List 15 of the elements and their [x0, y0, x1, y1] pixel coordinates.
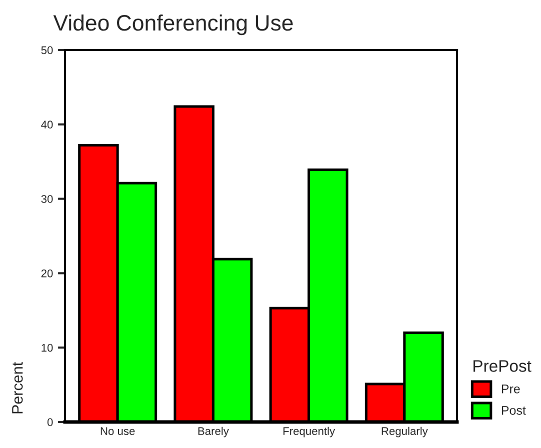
x-tick-label: Barely	[198, 426, 229, 438]
legend-title: PrePost	[474, 360, 532, 372]
legend-label: Pre	[502, 384, 520, 394]
x-tick-label: No use	[100, 427, 135, 436]
y-axis-title: Percent	[12, 362, 23, 414]
y-tick-label: 10	[42, 344, 53, 352]
x-tick-label: Regularly	[382, 426, 428, 438]
y-tick-label: 40	[41, 120, 53, 129]
y-tick-label: 30	[41, 195, 53, 203]
y-tick-label: 20	[41, 269, 53, 278]
y-tick-label: 0	[47, 418, 53, 426]
chart-title: Video Conferencing Use	[53, 14, 293, 36]
legend-label: Post	[502, 406, 526, 415]
y-tick-label: 50	[41, 46, 53, 54]
x-tick-label: Frequently	[283, 426, 336, 438]
